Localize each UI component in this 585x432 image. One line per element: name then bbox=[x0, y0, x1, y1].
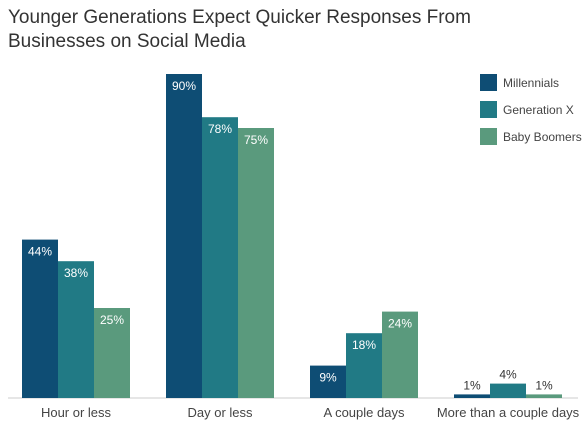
bar-millennials-hour-or-less bbox=[22, 239, 58, 398]
chart-title: Younger Generations Expect Quicker Respo… bbox=[8, 7, 471, 52]
bar-baby-boomers-a-couple-days bbox=[382, 311, 418, 398]
bar-baby-boomers-day-or-less bbox=[238, 128, 274, 398]
data-label-baby-boomers-hour-or-less: 25% bbox=[100, 313, 124, 327]
bar-baby-boomers-hour-or-less bbox=[94, 308, 130, 398]
category-label-more-than-a-couple-days: More than a couple days bbox=[437, 405, 580, 420]
bar-millennials-more-than-a-couple-days bbox=[454, 394, 490, 398]
data-label-generation-x-day-or-less: 78% bbox=[208, 122, 232, 136]
bar-generation-x-hour-or-less bbox=[58, 261, 94, 398]
data-label-generation-x-a-couple-days: 18% bbox=[352, 338, 376, 352]
bar-baby-boomers-more-than-a-couple-days bbox=[526, 394, 562, 398]
category-label-day-or-less: Day or less bbox=[187, 405, 253, 420]
legend-label-baby-boomers: Baby Boomers bbox=[503, 130, 582, 144]
bar-generation-x-day-or-less bbox=[202, 117, 238, 398]
data-label-millennials-more-than-a-couple-days: 1% bbox=[463, 378, 481, 392]
category-label-hour-or-less: Hour or less bbox=[41, 405, 112, 420]
legend-swatch-millennials bbox=[480, 74, 497, 91]
bars-group: 44% 38% 25% 90% 78% 75% 9% 18% 24% 1% 4% 1% bbox=[22, 74, 562, 398]
data-label-millennials-day-or-less: 90% bbox=[172, 79, 196, 93]
category-label-a-couple-days: A couple days bbox=[324, 405, 405, 420]
legend: Millennials Generation X Baby Boomers bbox=[480, 74, 582, 145]
bar-millennials-a-couple-days bbox=[310, 365, 346, 398]
data-label-millennials-a-couple-days: 9% bbox=[319, 371, 337, 385]
bar-generation-x-a-couple-days bbox=[346, 333, 382, 398]
bar-generation-x-more-than-a-couple-days bbox=[490, 383, 526, 398]
legend-swatch-generation-x bbox=[480, 101, 497, 118]
data-label-millennials-hour-or-less: 44% bbox=[28, 245, 52, 259]
bar-millennials-day-or-less bbox=[166, 74, 202, 398]
data-label-baby-boomers-day-or-less: 75% bbox=[244, 133, 268, 147]
legend-swatch-baby-boomers bbox=[480, 128, 497, 145]
category-labels-group: Hour or less Day or less A couple days More… bbox=[41, 405, 580, 420]
data-label-baby-boomers-more-than-a-couple-days: 1% bbox=[535, 378, 553, 392]
data-label-generation-x-more-than-a-couple-days: 4% bbox=[499, 368, 517, 382]
data-label-generation-x-hour-or-less: 38% bbox=[64, 266, 88, 280]
data-label-baby-boomers-a-couple-days: 24% bbox=[388, 317, 412, 331]
legend-label-millennials: Millennials bbox=[503, 76, 559, 90]
legend-label-generation-x: Generation X bbox=[503, 103, 574, 117]
